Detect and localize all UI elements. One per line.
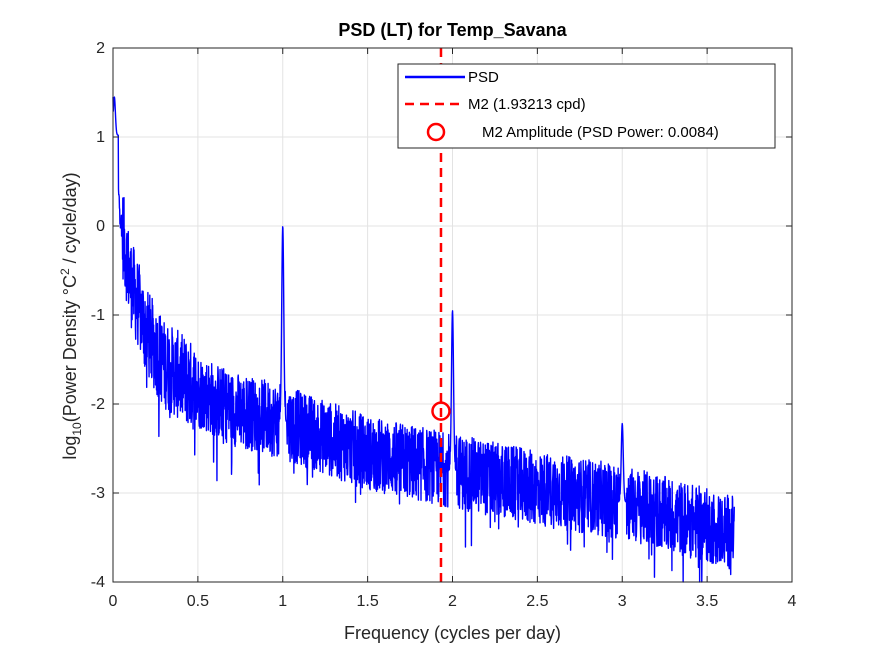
- x-tick-label: 2.5: [526, 593, 548, 610]
- x-axis-label: Frequency (cycles per day): [343, 623, 562, 643]
- x-tick-label: 3.5: [696, 593, 718, 610]
- x-tick-label: 3: [618, 593, 627, 610]
- m2-reference: [431, 48, 451, 582]
- legend-marker-swatch: [426, 122, 446, 142]
- legend-entry-label: PSD: [468, 69, 499, 86]
- y-tick-label: 0: [96, 218, 105, 235]
- y-tick-label: 1: [96, 129, 105, 146]
- y-label-sup: 2: [58, 268, 73, 276]
- y-tick-label: 2: [96, 40, 105, 57]
- y-label-prefix: log: [60, 435, 81, 460]
- y-label-suffix: / cycle/day): [60, 172, 81, 269]
- axis-ticks: 0 0.5 1 1.5 2 2.5 3 3.5 4 2 1 0 -1 -2 -3 -4: [91, 40, 797, 610]
- y-label-mid: (Power Density °C: [60, 275, 81, 423]
- chart-title: PSD (LT) for Temp_Savana: [338, 20, 567, 40]
- x-tick-label: 0: [109, 593, 118, 610]
- legend: PSD M2 (1.93213 cpd) M2 Amplitude (PSD Pow…: [397, 63, 776, 149]
- psd-line: [112, 96, 735, 583]
- psd-series: [112, 96, 735, 583]
- x-tick-label: 4: [788, 593, 797, 610]
- x-tick-label: 1: [278, 593, 287, 610]
- y-tick-label: -1: [91, 307, 105, 324]
- x-tick-label: 2: [448, 593, 457, 610]
- y-tick-label: -2: [91, 396, 105, 413]
- y-label-sub: 10: [69, 422, 84, 436]
- y-tick-label: -3: [91, 485, 105, 502]
- x-tick-label: 0.5: [187, 593, 209, 610]
- legend-entry-label: M2 Amplitude (PSD Power: 0.0084): [482, 124, 719, 141]
- legend-entry-label: M2 (1.93213 cpd): [468, 96, 586, 113]
- y-tick-label: -4: [91, 574, 105, 591]
- m2-amplitude-marker: [431, 401, 451, 421]
- x-tick-label: 1.5: [357, 593, 379, 610]
